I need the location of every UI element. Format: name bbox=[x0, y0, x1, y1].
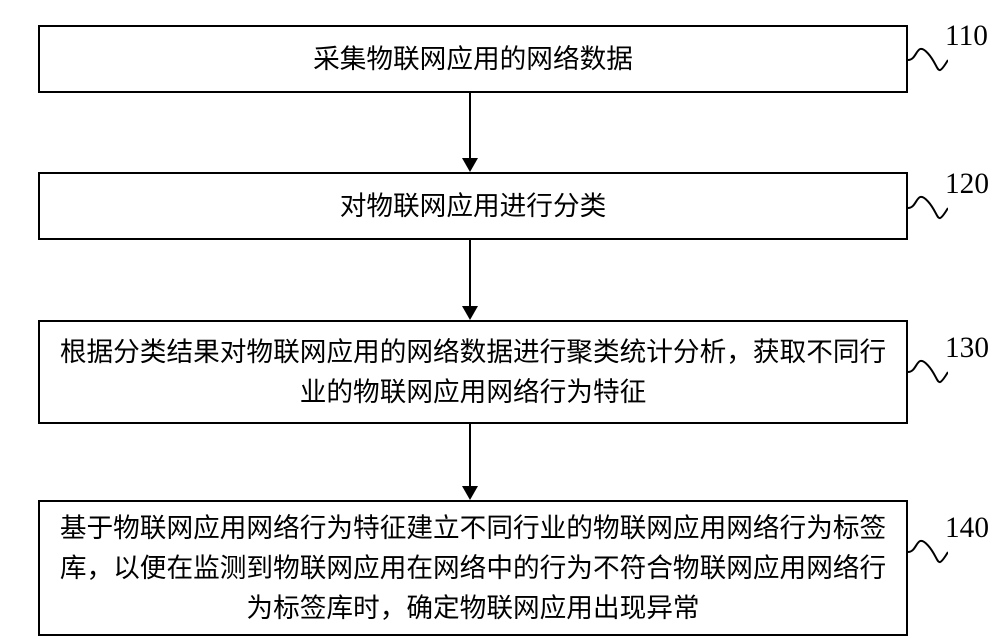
flow-step-label: 110 bbox=[945, 20, 988, 53]
flow-arrow-head-icon bbox=[462, 306, 478, 320]
flow-step-text: 基于物联网应用网络行为特征建立不同行业的物联网应用网络行为标签库，以便在监测到物… bbox=[50, 508, 896, 628]
flowchart-canvas: 采集物联网应用的网络数据 110 对物联网应用进行分类 120 根据分类结果对物联网应用… bbox=[0, 0, 1000, 639]
flow-step-label: 130 bbox=[945, 332, 989, 365]
label-connector-icon bbox=[908, 530, 948, 579]
flow-arrow-head-icon bbox=[462, 486, 478, 500]
flow-arrow-head-icon bbox=[462, 158, 478, 172]
flow-arrow-line bbox=[469, 93, 471, 158]
flow-arrow-line bbox=[469, 240, 471, 306]
flow-step-text: 根据分类结果对物联网应用的网络数据进行聚类统计分析，获取不同行业的物联网应用网络… bbox=[50, 332, 896, 412]
flow-arrow-line bbox=[469, 424, 471, 486]
label-connector-icon bbox=[908, 186, 948, 235]
flow-step-3: 根据分类结果对物联网应用的网络数据进行聚类统计分析，获取不同行业的物联网应用网络… bbox=[38, 320, 908, 424]
label-connector-icon bbox=[908, 350, 948, 399]
flow-step-4: 基于物联网应用网络行为特征建立不同行业的物联网应用网络行为标签库，以便在监测到物… bbox=[38, 500, 908, 636]
flow-step-text: 采集物联网应用的网络数据 bbox=[313, 39, 633, 79]
label-connector-icon bbox=[908, 38, 948, 87]
flow-step-label: 120 bbox=[945, 168, 989, 201]
flow-step-text: 对物联网应用进行分类 bbox=[340, 186, 607, 226]
flow-step-1: 采集物联网应用的网络数据 bbox=[38, 25, 908, 93]
flow-step-label: 140 bbox=[945, 512, 989, 545]
flow-step-2: 对物联网应用进行分类 bbox=[38, 172, 908, 240]
